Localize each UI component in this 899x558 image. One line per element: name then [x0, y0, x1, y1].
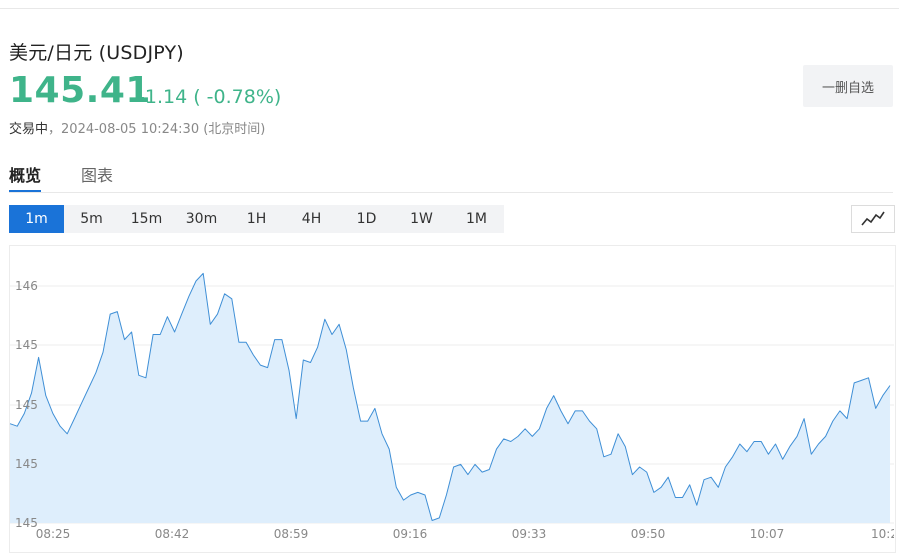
x-axis-tick-label: 08:59 [274, 527, 309, 541]
x-axis-tick-label: 09:33 [512, 527, 547, 541]
x-axis-tick-label: 10:07 [750, 527, 785, 541]
status-time: 2024-08-05 10:24:30 (北京时间) [61, 122, 266, 137]
tab-divider [9, 192, 893, 193]
y-axis-tick-label: 145 [15, 457, 38, 471]
remove-watchlist-label: 一删自选 [821, 80, 874, 96]
interval-4h[interactable]: 4H [301, 211, 322, 227]
status-separator: ， [48, 122, 62, 137]
x-axis-tick-label: 08:25 [36, 527, 71, 541]
interval-15m[interactable]: 15m [130, 211, 163, 227]
active-tab-indicator [9, 190, 41, 192]
interval-1mo[interactable]: 1M [466, 211, 487, 227]
x-axis-tick-label: 09:16 [393, 527, 428, 541]
remove-watchlist-button[interactable]: 一删自选 [803, 65, 893, 107]
status-label: 交易中 [9, 122, 49, 137]
price-line [9, 272, 891, 521]
price-change: -1.14 ( -0.78%) [138, 86, 282, 108]
line-chart-icon [861, 211, 885, 226]
tab-chart[interactable]: 图表 [81, 166, 114, 185]
trading-status: 交易中，2024-08-05 10:24:30 (北京时间) [9, 118, 265, 137]
pair-title: 美元/日元 (USDJPY) [9, 42, 184, 64]
x-axis-tick-label: 10:2 [871, 527, 894, 541]
interval-selector: 1m 5m 15m 30m 1H 4H 1D 1W 1M [9, 205, 504, 233]
chart-type-button[interactable] [851, 205, 895, 233]
price-area-fill [10, 273, 890, 523]
interval-5m[interactable]: 5m [80, 211, 103, 227]
y-axis-tick-label: 146 [15, 279, 38, 293]
y-axis-tick-label: 145 [15, 516, 38, 530]
y-axis-tick-label: 145 [15, 338, 38, 352]
x-axis-tick-label: 08:42 [155, 527, 190, 541]
tab-overview[interactable]: 概览 [9, 166, 42, 185]
y-axis-tick-label: 145 [15, 398, 38, 412]
interval-1m[interactable]: 1m [9, 205, 64, 233]
x-axis-tick-label: 09:50 [631, 527, 666, 541]
interval-1w[interactable]: 1W [410, 211, 433, 227]
last-price: 145.41 [9, 70, 151, 111]
interval-1h[interactable]: 1H [246, 211, 267, 227]
interval-1d[interactable]: 1D [356, 211, 377, 227]
chart-frame [9, 245, 896, 553]
top-divider [0, 8, 899, 9]
interval-30m[interactable]: 30m [185, 211, 218, 227]
